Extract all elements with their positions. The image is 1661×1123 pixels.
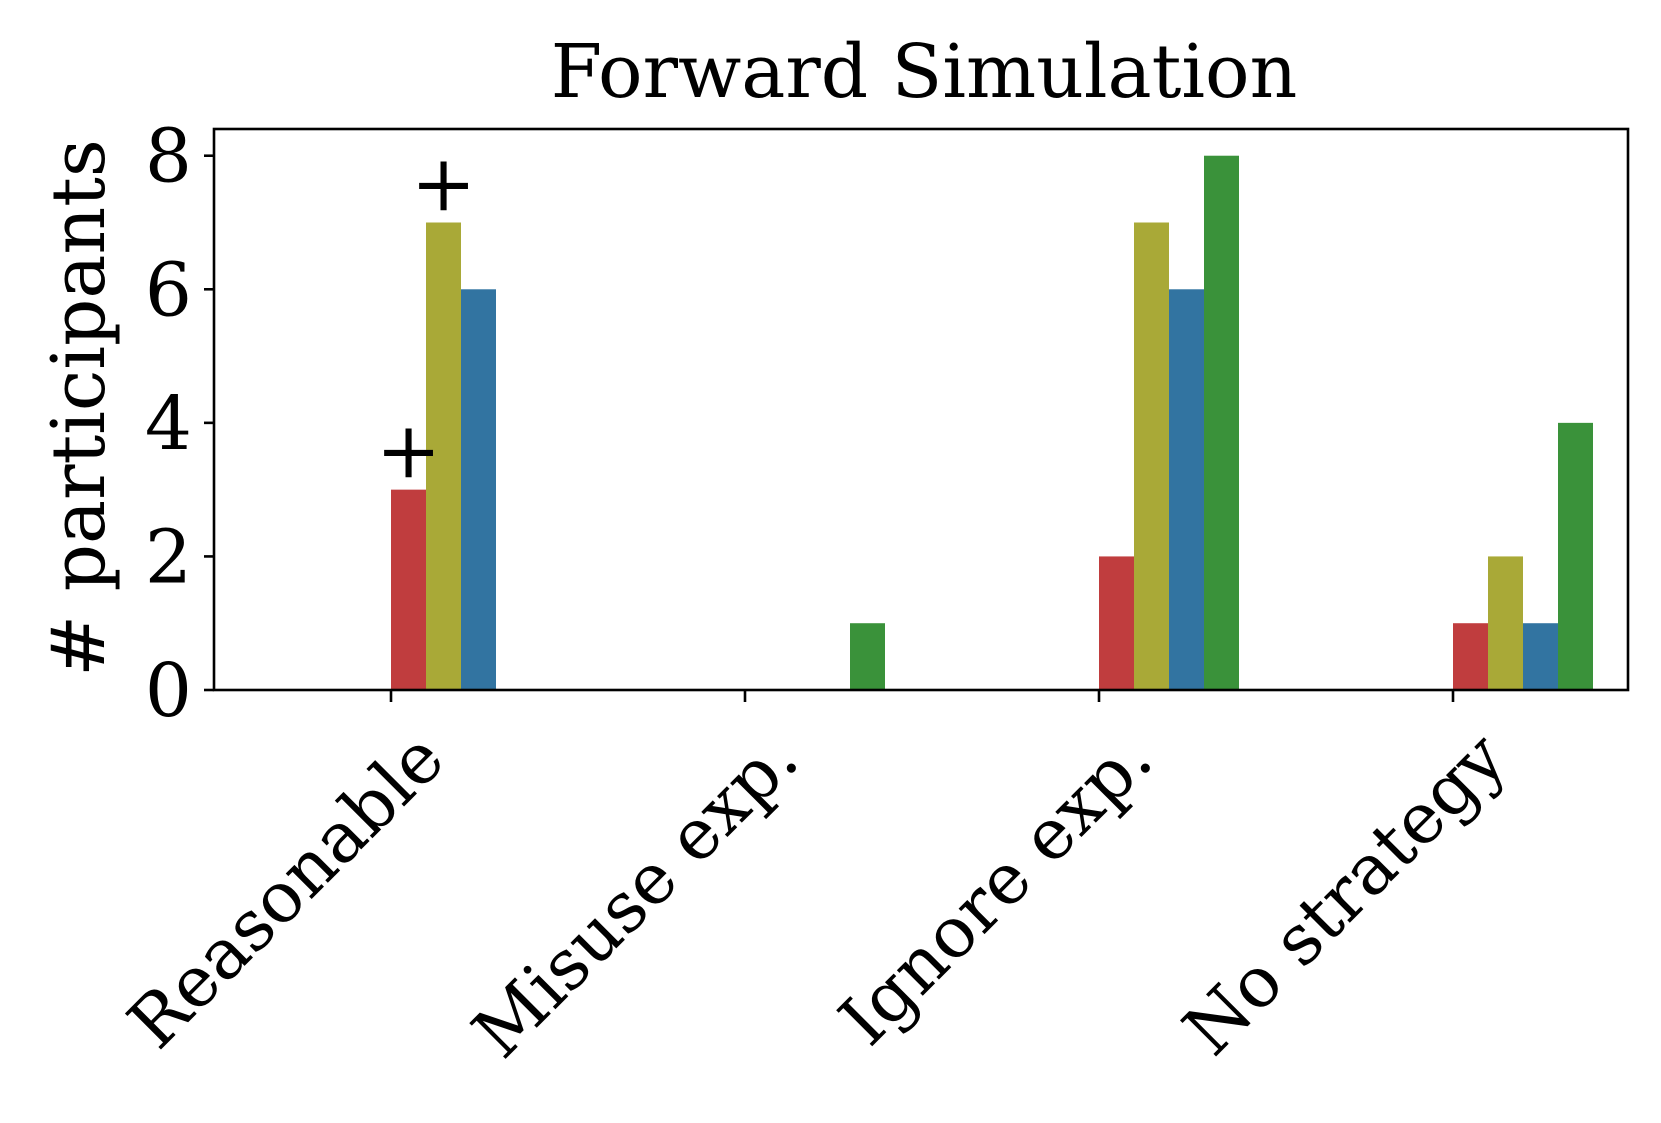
x-tick-label-ignore-exp: Ignore exp. — [824, 717, 1168, 1061]
bar-red-reasonable — [391, 489, 426, 690]
plot-frame — [212, 127, 1630, 692]
chart-title: Forward Simulation — [551, 29, 1298, 115]
plus-annotation-2: + — [411, 140, 476, 230]
y-tick-label-0: 0 — [145, 648, 192, 734]
annotations-layer: ++ — [376, 140, 476, 497]
bar-green-ignore-exp- — [1204, 155, 1239, 690]
bar-blue-no-strategy — [1523, 623, 1558, 690]
y-tick-label-4: 4 — [145, 381, 192, 467]
bar-olive-ignore-exp- — [1134, 222, 1169, 690]
bar-blue-reasonable — [461, 289, 496, 690]
bar-green-misuse-exp- — [850, 623, 885, 690]
x-tick-label-misuse-exp: Misuse exp. — [457, 717, 814, 1074]
bars-layer — [391, 155, 1593, 690]
bar-green-no-strategy — [1558, 422, 1593, 690]
x-tick-label-no-strategy: No strategy — [1168, 716, 1522, 1070]
y-tick-label-8: 8 — [145, 114, 192, 200]
bar-olive-reasonable — [426, 222, 461, 690]
y-axis-label: # participants — [36, 139, 122, 677]
bar-olive-no-strategy — [1488, 556, 1523, 690]
y-tick-label-6: 6 — [145, 247, 192, 333]
bar-red-no-strategy — [1453, 623, 1488, 690]
plus-annotation-1: + — [376, 407, 441, 497]
y-tick-label-2: 2 — [145, 514, 192, 600]
x-tick-label-reasonable: Reasonable — [112, 717, 459, 1064]
bar-red-ignore-exp- — [1099, 556, 1134, 690]
bar-blue-ignore-exp- — [1169, 289, 1204, 690]
